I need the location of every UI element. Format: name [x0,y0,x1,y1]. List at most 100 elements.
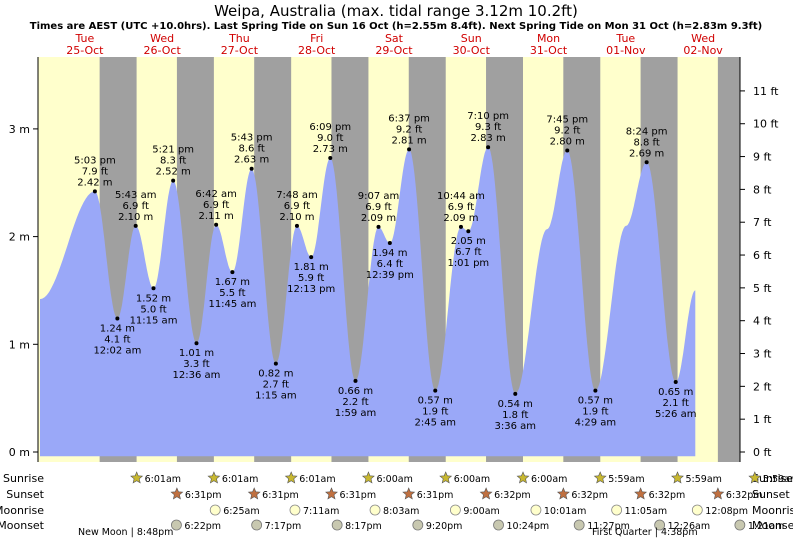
tide-feet: 8.3 ft [160,156,186,167]
moon-phase-first-quarter: First Quarter | 4:38pm [592,527,698,538]
star-icon [130,471,144,484]
moonset-icon [251,519,263,531]
day-name: Sun [461,32,482,45]
sunrise-time: 6:00am [376,474,412,485]
day-name: Thu [228,32,250,45]
day-name: Wed [691,32,715,45]
tide-feet: 6.4 ft [377,259,403,270]
tide-point [387,241,392,246]
star-icon [748,471,762,484]
tide-point [593,388,598,393]
tide-point [673,379,678,384]
row-label-right: Moonrise [752,504,793,517]
moon-icon [449,504,461,516]
tide-time: 8:24 pm [626,126,668,137]
right-tick-label: 5 ft [753,282,772,295]
moonset-time: 6:22pm [184,521,221,532]
tide-feet: 6.9 ft [123,201,149,212]
right-tick-label: 6 ft [753,249,772,262]
star-icon [247,487,261,500]
row-label-right: Moonset [752,519,793,532]
tide-metres: 2.42 m [77,177,112,188]
star-icon [479,487,493,500]
tide-point [230,270,235,275]
tide-feet: 4.1 ft [104,334,130,345]
tide-time: 5:03 pm [74,155,116,166]
row-label-right: Sunset [752,488,790,501]
day-date: 28-Oct [298,44,336,57]
tide-feet: 1.9 ft [422,407,448,418]
moonrise-time: 11:05am [625,506,667,517]
sunset-time: 6:32pm [571,490,608,501]
tide-time: 5:43 am [115,190,157,201]
row-label-left: Moonrise [0,504,44,517]
sunrise-time: 6:00am [454,474,490,485]
tide-point [171,178,176,183]
moonset-time: 7:17pm [265,521,302,532]
moon-icon [369,504,381,516]
tide-time: 6:09 pm [309,122,351,133]
tide-metres: 2.73 m [313,144,348,155]
moon-icon [209,504,221,516]
day-date: 25-Oct [66,44,104,57]
sunrise-time: 6:01am [222,474,258,485]
tide-feet: 6.9 ft [284,201,310,212]
moonrise-time: 8:03am [383,506,419,517]
sunset-time: 6:32pm [726,490,763,501]
tide-metres: 2.52 m [156,167,191,178]
tide-metres: 2.63 m [234,155,269,166]
tide-time: 1:01 pm [447,258,489,269]
tide-metres: 2.10 m [118,212,153,223]
tide-point [433,388,438,393]
tide-point [273,361,278,366]
tide-point [151,286,156,291]
sunrise-time: 6:01am [299,474,335,485]
tide-point [466,229,471,234]
moon-icon [611,504,623,516]
day-date: 29-Oct [375,44,413,57]
day-date: 01-Nov [606,44,646,57]
row-label-right: Sunrise [752,472,793,485]
tide-time: 5:21 pm [152,145,194,156]
tide-point [294,223,299,228]
night-band [728,57,740,462]
right-tick-label: 8 ft [753,183,772,196]
tide-metres: 0.54 m [498,399,533,410]
tide-time: 11:45 am [208,299,256,310]
day-date: 30-Oct [453,44,491,57]
tide-point [92,189,97,194]
tide-feet: 8.6 ft [238,144,264,155]
star-icon [170,487,184,500]
tide-metres: 2.80 m [550,136,585,147]
day-name: Fri [310,32,323,45]
sunrise-time: 5:59am [608,474,644,485]
tide-metres: 1.94 m [372,248,407,259]
tide-feet: 8.8 ft [633,137,659,148]
tide-time: 12:36 am [173,370,221,381]
right-tick-label: 2 ft [753,380,772,393]
moonrise-time: 12:08pm [705,506,748,517]
tide-point [353,378,358,383]
tide-feet: 9.0 ft [317,133,343,144]
tide-series-area [40,147,696,457]
tide-point [214,222,219,227]
tide-metres: 2.05 m [451,236,486,247]
tide-metres: 1.81 m [294,262,329,273]
right-tick-label: 11 ft [753,85,779,98]
tide-feet: 2.7 ft [263,380,289,391]
tide-feet: 6.9 ft [365,202,391,213]
moon-icon [289,504,301,516]
tide-feet: 1.9 ft [582,407,608,418]
right-tick-label: 1 ft [753,413,772,426]
tide-point [133,223,138,228]
tide-point [458,224,463,229]
tide-time: 1:15 am [255,391,297,402]
tide-metres: 2.10 m [279,212,314,223]
star-icon [207,471,221,484]
tide-time: 5:26 am [655,409,697,420]
tide-time: 4:29 am [575,418,617,429]
tide-metres: 0.66 m [338,386,373,397]
tide-time: 12:39 pm [366,270,414,281]
moonrise-time: 7:11am [303,506,339,517]
